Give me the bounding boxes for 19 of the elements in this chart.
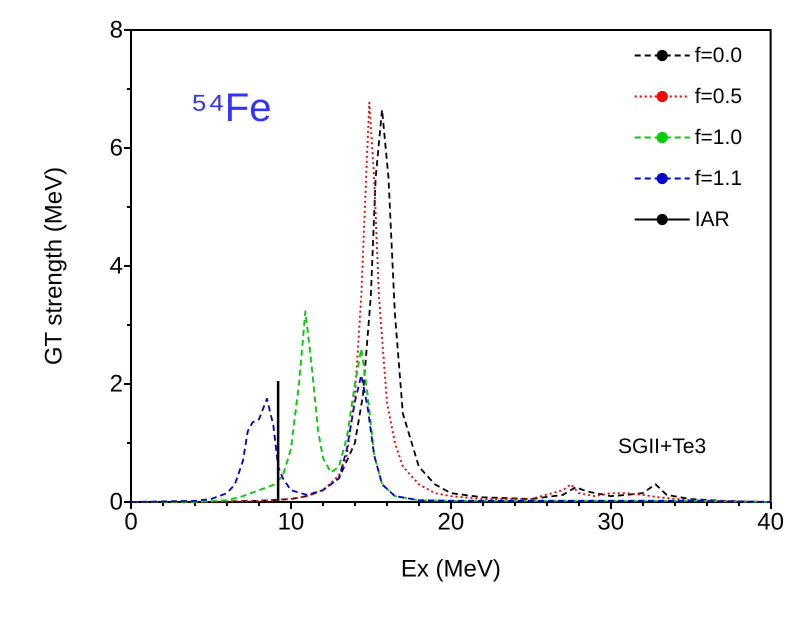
x-tick-label: 10	[278, 508, 304, 536]
y-tick-label: 4	[110, 252, 123, 280]
legend-label: f=0.5	[694, 85, 742, 108]
y-axis-title: GT strength (MeV)	[40, 166, 68, 366]
annotation: ⁵⁴Fe	[191, 86, 272, 130]
x-tick-label: 20	[437, 508, 464, 536]
line-series	[130, 374, 772, 503]
annotation: SGII+Te3	[618, 435, 706, 458]
x-axis-title: Ex (MeV)	[400, 556, 501, 582]
x-tick-label: 30	[597, 508, 624, 536]
y-tick-label: 8	[110, 16, 123, 44]
legend-label: f=0.0	[694, 44, 742, 67]
x-tick-label: 40	[757, 508, 784, 536]
legend-label: IAR	[694, 208, 730, 231]
y-tick-label: 6	[110, 134, 123, 162]
legend-label: f=1.0	[694, 126, 742, 149]
y-tick-label: 2	[110, 370, 123, 398]
y-tick-label: 0	[110, 488, 123, 516]
legend-label: f=1.1	[694, 167, 742, 190]
